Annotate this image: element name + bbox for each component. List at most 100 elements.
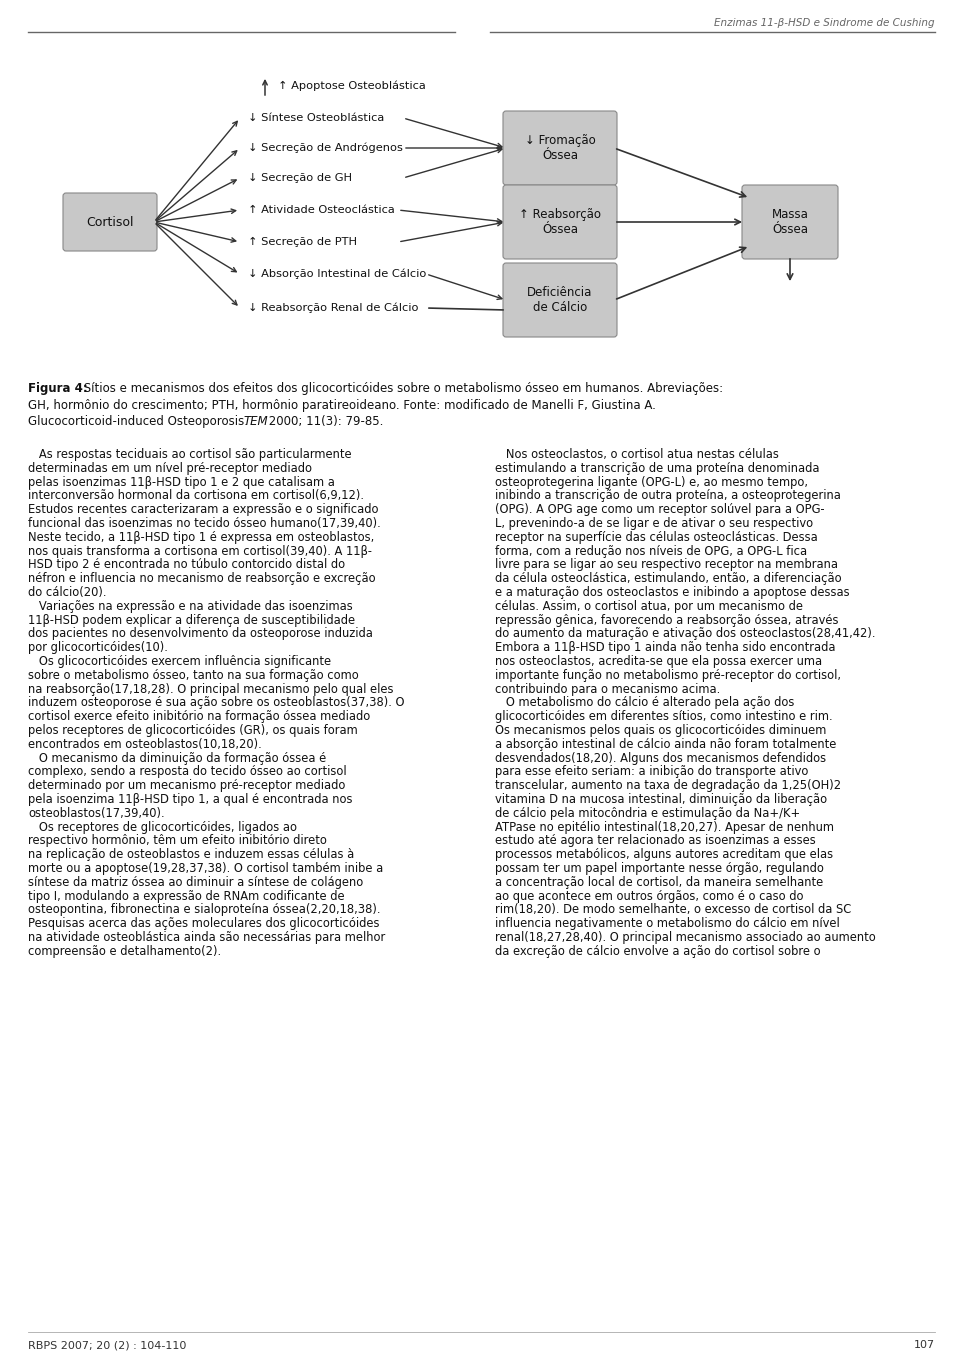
Text: pela isoenzima 11β-HSD tipo 1, a qual é encontrada nos: pela isoenzima 11β-HSD tipo 1, a qual é … <box>28 793 352 806</box>
Text: interconversão hormonal da cortisona em cortisol(6,9,12).: interconversão hormonal da cortisona em … <box>28 490 364 502</box>
Text: na atividade osteoblástica ainda são necessárias para melhor: na atividade osteoblástica ainda são nec… <box>28 931 385 945</box>
Text: As respostas teciduais ao cortisol são particularmente: As respostas teciduais ao cortisol são p… <box>28 448 351 461</box>
Text: repressão gênica, favorecendo a reabsorção óssea, através: repressão gênica, favorecendo a reabsorç… <box>495 614 838 626</box>
Text: transcelular, aumento na taxa de degradação da 1,25(OH)2: transcelular, aumento na taxa de degrada… <box>495 780 841 792</box>
Text: ↓ Secreção de Andrógenos: ↓ Secreção de Andrógenos <box>248 143 403 154</box>
Text: por glicocorticóides(10).: por glicocorticóides(10). <box>28 641 168 655</box>
FancyBboxPatch shape <box>63 193 157 250</box>
Text: Deficiência
de Cálcio: Deficiência de Cálcio <box>527 286 592 314</box>
Text: rim(18,20). De modo semelhante, o excesso de cortisol da SC: rim(18,20). De modo semelhante, o excess… <box>495 904 852 916</box>
Text: influencia negativamente o metabolismo do cálcio em nível: influencia negativamente o metabolismo d… <box>495 917 840 930</box>
Text: GH, hormônio do crescimento; PTH, hormônio paratireoideano. Fonte: modificado de: GH, hormônio do crescimento; PTH, hormôn… <box>28 399 656 411</box>
Text: (OPG). A OPG age como um receptor solúvel para a OPG-: (OPG). A OPG age como um receptor solúve… <box>495 504 825 516</box>
Text: a absorção intestinal de cálcio ainda não foram totalmente: a absorção intestinal de cálcio ainda nã… <box>495 738 836 751</box>
Text: 11β-HSD podem explicar a diferença de susceptibilidade: 11β-HSD podem explicar a diferença de su… <box>28 614 355 626</box>
Text: respectivo hormônio, têm um efeito inibitório direto: respectivo hormônio, têm um efeito inibi… <box>28 834 326 848</box>
Text: Variações na expressão e na atividade das isoenzimas: Variações na expressão e na atividade da… <box>28 600 352 612</box>
Text: ↑ Apoptose Osteoblástica: ↑ Apoptose Osteoblástica <box>278 80 425 91</box>
FancyBboxPatch shape <box>503 112 617 185</box>
Text: O metabolismo do cálcio é alterado pela ação dos: O metabolismo do cálcio é alterado pela … <box>495 697 794 709</box>
Text: ↓ Absorção Intestinal de Cálcio: ↓ Absorção Intestinal de Cálcio <box>248 268 426 279</box>
Text: morte ou a apoptose(19,28,37,38). O cortisol também inibe a: morte ou a apoptose(19,28,37,38). O cort… <box>28 862 383 875</box>
Text: Massa
Óssea: Massa Óssea <box>772 208 808 235</box>
Text: livre para se ligar ao seu respectivo receptor na membrana: livre para se ligar ao seu respectivo re… <box>495 558 838 572</box>
Text: induzem osteoporose é sua ação sobre os osteoblastos(37,38). O: induzem osteoporose é sua ação sobre os … <box>28 697 404 709</box>
Text: compreensão e detalhamento(2).: compreensão e detalhamento(2). <box>28 945 221 958</box>
Text: cortisol exerce efeito inibitório na formação óssea mediado: cortisol exerce efeito inibitório na for… <box>28 710 371 723</box>
Text: pelas isoenzimas 11β-HSD tipo 1 e 2 que catalisam a: pelas isoenzimas 11β-HSD tipo 1 e 2 que … <box>28 475 335 489</box>
Text: Neste tecido, a 11β-HSD tipo 1 é expressa em osteoblastos,: Neste tecido, a 11β-HSD tipo 1 é express… <box>28 531 374 544</box>
Text: de cálcio pela mitocôndria e estimulação da Na+/K+: de cálcio pela mitocôndria e estimulação… <box>495 807 801 819</box>
Text: pelos receptores de glicocorticóides (GR), os quais foram: pelos receptores de glicocorticóides (GR… <box>28 724 358 738</box>
Text: Nos osteoclastos, o cortisol atua nestas células: Nos osteoclastos, o cortisol atua nestas… <box>495 448 779 461</box>
Text: a concentração local de cortisol, da maneira semelhante: a concentração local de cortisol, da man… <box>495 875 824 889</box>
Text: importante função no metabolismo pré-receptor do cortisol,: importante função no metabolismo pré-rec… <box>495 668 841 682</box>
Text: renal(18,27,28,40). O principal mecanismo associado ao aumento: renal(18,27,28,40). O principal mecanism… <box>495 931 876 945</box>
Text: RBPS 2007; 20 (2) : 104-110: RBPS 2007; 20 (2) : 104-110 <box>28 1341 186 1350</box>
FancyBboxPatch shape <box>503 185 617 259</box>
Text: da excreção de cálcio envolve a ação do cortisol sobre o: da excreção de cálcio envolve a ação do … <box>495 945 821 958</box>
Text: vitamina D na mucosa intestinal, diminuição da liberação: vitamina D na mucosa intestinal, diminui… <box>495 793 828 806</box>
Text: sobre o metabolismo ósseo, tanto na sua formação como: sobre o metabolismo ósseo, tanto na sua … <box>28 668 359 682</box>
Text: ↓ Reabsorção Renal de Cálcio: ↓ Reabsorção Renal de Cálcio <box>248 302 419 313</box>
Text: Os glicocorticóides exercem influência significante: Os glicocorticóides exercem influência s… <box>28 655 331 668</box>
Text: Os mecanismos pelos quais os glicocorticóides diminuem: Os mecanismos pelos quais os glicocortic… <box>495 724 827 738</box>
Text: células. Assim, o cortisol atua, por um mecanismo de: células. Assim, o cortisol atua, por um … <box>495 600 803 612</box>
Text: Embora a 11β-HSD tipo 1 ainda não tenha sido encontrada: Embora a 11β-HSD tipo 1 ainda não tenha … <box>495 641 835 655</box>
Text: O mecanismo da diminuição da formação óssea é: O mecanismo da diminuição da formação ós… <box>28 751 326 765</box>
Text: ao que acontece em outros órgãos, como é o caso do: ao que acontece em outros órgãos, como é… <box>495 890 804 902</box>
Text: para esse efeito seriam: a inibição do transporte ativo: para esse efeito seriam: a inibição do t… <box>495 765 808 778</box>
Text: Os receptores de glicocorticóides, ligados ao: Os receptores de glicocorticóides, ligad… <box>28 821 297 833</box>
Text: L, prevenindo-a de se ligar e de ativar o seu respectivo: L, prevenindo-a de se ligar e de ativar … <box>495 517 813 529</box>
Text: na replicação de osteoblastos e induzem essas células à: na replicação de osteoblastos e induzem … <box>28 848 354 862</box>
Text: encontrados em osteoblastos(10,18,20).: encontrados em osteoblastos(10,18,20). <box>28 738 262 751</box>
Text: Pesquisas acerca das ações moleculares dos glicocorticóides: Pesquisas acerca das ações moleculares d… <box>28 917 379 930</box>
Text: HSD tipo 2 é encontrada no túbulo contorcido distal do: HSD tipo 2 é encontrada no túbulo contor… <box>28 558 346 572</box>
Text: ↑ Atividade Osteoclástica: ↑ Atividade Osteoclástica <box>248 206 395 215</box>
FancyBboxPatch shape <box>503 263 617 338</box>
Text: nos osteoclastos, acredita-se que ela possa exercer uma: nos osteoclastos, acredita-se que ela po… <box>495 655 822 668</box>
Text: osteoblastos(17,39,40).: osteoblastos(17,39,40). <box>28 807 164 819</box>
Text: do aumento da maturação e ativação dos osteoclastos(28,41,42).: do aumento da maturação e ativação dos o… <box>495 627 876 641</box>
Text: nos quais transforma a cortisona em cortisol(39,40). A 11β-: nos quais transforma a cortisona em cort… <box>28 544 372 558</box>
Text: Glucocorticoid-induced Osteoporosis.: Glucocorticoid-induced Osteoporosis. <box>28 415 252 427</box>
Text: ↓ Fromação
Óssea: ↓ Fromação Óssea <box>524 133 595 162</box>
Text: ↑ Reabsorção
Óssea: ↑ Reabsorção Óssea <box>519 208 601 235</box>
Text: ↑ Secreção de PTH: ↑ Secreção de PTH <box>248 237 357 248</box>
Text: tipo I, modulando a expressão de RNAm codificante de: tipo I, modulando a expressão de RNAm co… <box>28 890 345 902</box>
Text: 2000; 11(3): 79-85.: 2000; 11(3): 79-85. <box>265 415 383 427</box>
Text: processos metabólicos, alguns autores acreditam que elas: processos metabólicos, alguns autores ac… <box>495 848 833 862</box>
Text: glicocorticóides em diferentes sítios, como intestino e rim.: glicocorticóides em diferentes sítios, c… <box>495 710 832 723</box>
Text: osteoprotegerina ligante (OPG-L) e, ao mesmo tempo,: osteoprotegerina ligante (OPG-L) e, ao m… <box>495 475 808 489</box>
Text: funcional das isoenzimas no tecido ósseo humano(17,39,40).: funcional das isoenzimas no tecido ósseo… <box>28 517 381 529</box>
Text: contribuindo para o mecanismo acima.: contribuindo para o mecanismo acima. <box>495 683 720 695</box>
Text: complexo, sendo a resposta do tecido ósseo ao cortisol: complexo, sendo a resposta do tecido óss… <box>28 765 347 778</box>
Text: ↓ Secreção de GH: ↓ Secreção de GH <box>248 173 352 182</box>
Text: síntese da matriz óssea ao diminuir a síntese de colágeno: síntese da matriz óssea ao diminuir a sí… <box>28 875 363 889</box>
Text: forma, com a redução nos níveis de OPG, a OPG-L fica: forma, com a redução nos níveis de OPG, … <box>495 544 807 558</box>
Text: Enzimas 11-β-HSD e Sindrome de Cushing: Enzimas 11-β-HSD e Sindrome de Cushing <box>714 18 935 29</box>
Text: osteopontina, fibronectina e sialoproteína óssea(2,20,18,38).: osteopontina, fibronectina e sialoproteí… <box>28 904 380 916</box>
Text: e a maturação dos osteoclastos e inibindo a apoptose dessas: e a maturação dos osteoclastos e inibind… <box>495 587 850 599</box>
Text: estimulando a transcrição de uma proteína denominada: estimulando a transcrição de uma proteín… <box>495 461 820 475</box>
Text: receptor na superfície das células osteoclásticas. Dessa: receptor na superfície das células osteo… <box>495 531 818 544</box>
Text: na reabsorção(17,18,28). O principal mecanismo pelo qual eles: na reabsorção(17,18,28). O principal mec… <box>28 683 394 695</box>
Text: inibindo a transcrição de outra proteína, a osteoprotegerina: inibindo a transcrição de outra proteína… <box>495 490 841 502</box>
Text: do cálcio(20).: do cálcio(20). <box>28 587 107 599</box>
Text: possam ter um papel importante nesse órgão, regulando: possam ter um papel importante nesse órg… <box>495 862 824 875</box>
FancyBboxPatch shape <box>742 185 838 259</box>
Text: Figura 4:: Figura 4: <box>28 382 87 395</box>
Text: determinado por um mecanismo pré-receptor mediado: determinado por um mecanismo pré-recepto… <box>28 780 346 792</box>
Text: desvendados(18,20). Alguns dos mecanismos defendidos: desvendados(18,20). Alguns dos mecanismo… <box>495 751 827 765</box>
Text: ATPase no epitélio intestinal(18,20,27). Apesar de nenhum: ATPase no epitélio intestinal(18,20,27).… <box>495 821 834 833</box>
Text: Estudos recentes caracterizaram a expressão e o significado: Estudos recentes caracterizaram a expres… <box>28 504 378 516</box>
Text: 107: 107 <box>914 1341 935 1350</box>
Text: Cortisol: Cortisol <box>86 215 133 229</box>
Text: estudo até agora ter relacionado as isoenzimas a esses: estudo até agora ter relacionado as isoe… <box>495 834 816 848</box>
Text: ↓ Síntese Osteoblástica: ↓ Síntese Osteoblástica <box>248 113 384 122</box>
Text: da célula osteoclástica, estimulando, então, a diferenciação: da célula osteoclástica, estimulando, en… <box>495 572 842 585</box>
Text: Sítios e mecanismos dos efeitos dos glicocorticóides sobre o metabolismo ósseo e: Sítios e mecanismos dos efeitos dos glic… <box>80 382 723 395</box>
Text: determinadas em um nível pré-receptor mediado: determinadas em um nível pré-receptor me… <box>28 461 312 475</box>
Text: TEM: TEM <box>244 415 269 427</box>
Text: dos pacientes no desenvolvimento da osteoporose induzida: dos pacientes no desenvolvimento da oste… <box>28 627 372 641</box>
